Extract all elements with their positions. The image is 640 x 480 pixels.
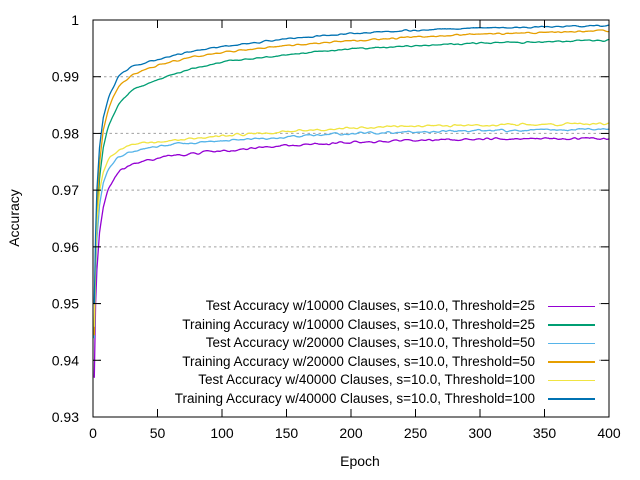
legend-item: Test Accuracy w/10000 Clauses, s=10.0, T… bbox=[103, 297, 597, 316]
legend-swatch-line bbox=[548, 398, 595, 401]
series-line-2 bbox=[93, 127, 610, 339]
series-line-4 bbox=[93, 122, 610, 327]
x-tick-label: 50 bbox=[150, 425, 166, 441]
legend-label: Test Accuracy w/10000 Clauses, s=10.0, T… bbox=[205, 298, 535, 313]
x-tick-label: 350 bbox=[533, 425, 557, 441]
y-tick-label: 0.98 bbox=[52, 125, 79, 141]
series-line-3 bbox=[93, 29, 610, 336]
legend: Test Accuracy w/10000 Clauses, s=10.0, T… bbox=[103, 297, 597, 409]
legend-item: Training Accuracy w/10000 Clauses, s=10.… bbox=[103, 316, 597, 335]
x-tick-label: 300 bbox=[468, 425, 492, 441]
x-tick-label: 200 bbox=[339, 425, 363, 441]
legend-swatch-line bbox=[548, 324, 595, 326]
x-tick-label: 150 bbox=[275, 425, 299, 441]
y-tick-label: 0.94 bbox=[52, 352, 79, 368]
legend-item: Training Accuracy w/40000 Clauses, s=10.… bbox=[103, 390, 597, 409]
x-tick-label: 400 bbox=[597, 425, 621, 441]
legend-label: Training Accuracy w/40000 Clauses, s=10.… bbox=[174, 390, 535, 406]
legend-label: Test Accuracy w/40000 Clauses, s=10.0, T… bbox=[198, 372, 535, 388]
legend-item: Training Accuracy w/20000 Clauses, s=10.… bbox=[103, 353, 597, 372]
y-tick-label: 0.97 bbox=[52, 182, 79, 198]
y-tick-label: 0.96 bbox=[52, 239, 79, 255]
series-line-0 bbox=[93, 137, 610, 378]
y-axis-title: Accuracy bbox=[6, 189, 22, 247]
legend-item: Test Accuracy w/40000 Clauses, s=10.0, T… bbox=[103, 371, 597, 390]
series-line-5 bbox=[93, 24, 610, 305]
legend-item: Test Accuracy w/20000 Clauses, s=10.0, T… bbox=[103, 334, 597, 353]
plot-border bbox=[92, 19, 610, 418]
y-tick-label: 0.99 bbox=[52, 69, 79, 85]
y-tick-label: 0.95 bbox=[52, 296, 79, 312]
x-axis-title: Epoch bbox=[340, 453, 380, 469]
legend-swatch-line bbox=[548, 379, 595, 382]
x-tick-label: 250 bbox=[404, 425, 428, 441]
series-line-1 bbox=[93, 38, 610, 339]
legend-label: Training Accuracy w/10000 Clauses, s=10.… bbox=[182, 316, 535, 332]
legend-swatch-line bbox=[548, 361, 595, 363]
x-tick-label: 0 bbox=[89, 425, 97, 441]
y-tick-label: 0.93 bbox=[52, 409, 79, 425]
x-tick-label: 100 bbox=[210, 425, 234, 441]
legend-swatch-line bbox=[548, 342, 595, 345]
y-tick-label: 1 bbox=[71, 12, 79, 28]
legend-swatch-line bbox=[548, 305, 595, 308]
legend-label: Test Accuracy w/20000 Clauses, s=10.0, T… bbox=[205, 335, 535, 351]
legend-label: Training Accuracy w/20000 Clauses, s=10.… bbox=[182, 353, 535, 369]
